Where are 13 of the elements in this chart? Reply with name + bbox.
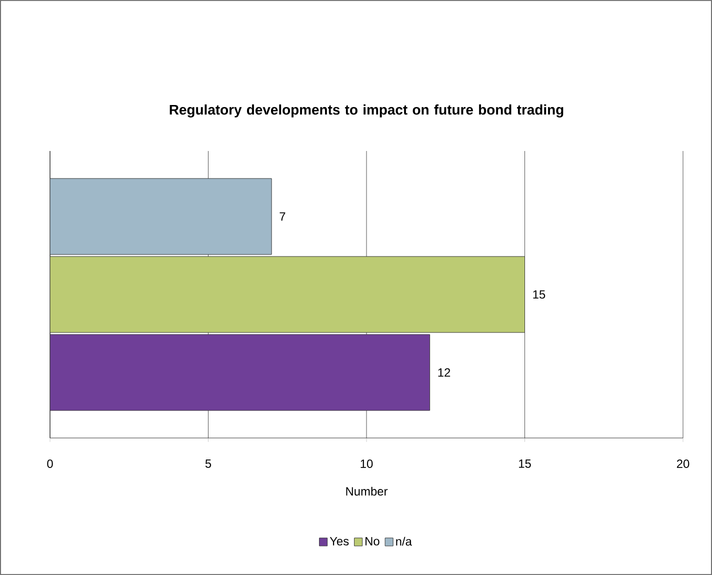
x-axis-title: Number [346, 486, 388, 496]
legend-label: No [366, 537, 380, 546]
data-label: 7 [280, 212, 286, 221]
x-tick-label: 5 [205, 460, 212, 468]
data-label: 15 [533, 290, 546, 299]
x-tick-label: 0 [47, 460, 53, 468]
x-tick-label: 20 [676, 460, 690, 468]
legend-label: Yes [330, 537, 349, 546]
chart-title: Regulatory developments to impact on future bond trading [170, 104, 564, 118]
data-label: 12 [438, 368, 450, 377]
x-tick-label: 15 [519, 460, 531, 468]
x-tick-label: 10 [360, 460, 373, 468]
legend-label: n/a [396, 536, 412, 546]
